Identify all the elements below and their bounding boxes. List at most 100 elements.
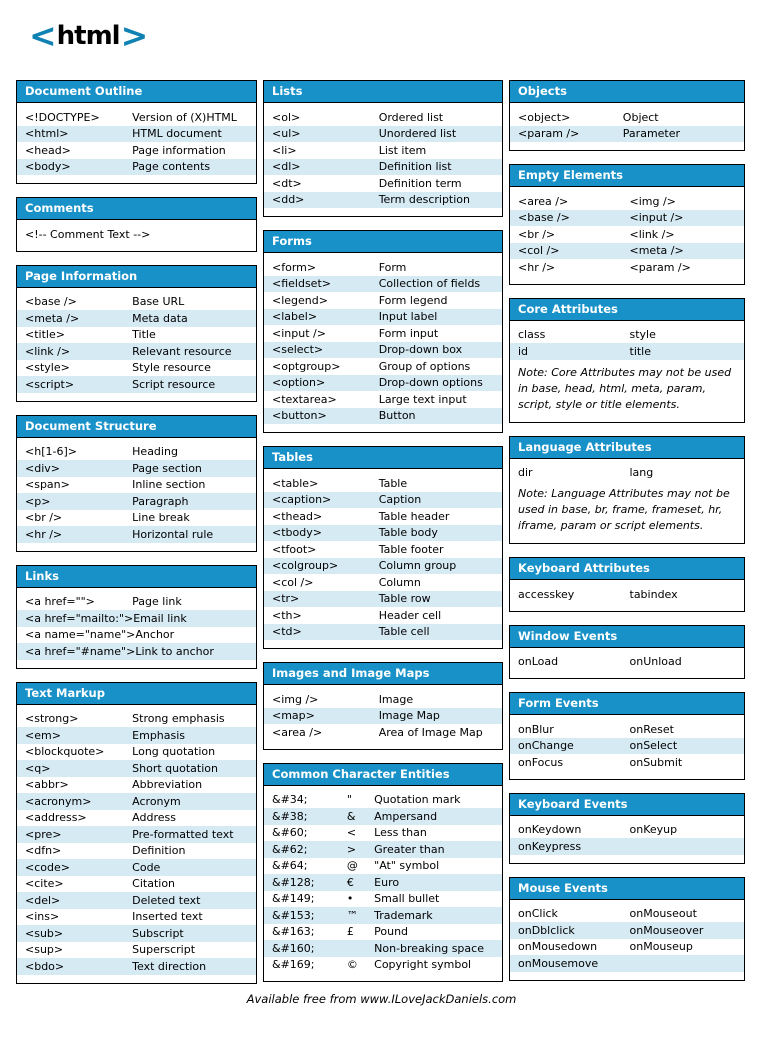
section-form-events: Form Events onBlur onReset onChange onSelect… (509, 692, 745, 780)
description-cell: Emphasis (132, 728, 186, 742)
section-body: class style id title Note: Core Attributes m… (510, 321, 744, 422)
entity-code-cell: &#153; (272, 908, 315, 922)
table-row: <div> Page section (17, 460, 256, 477)
tag-cell: <hr /> (25, 527, 63, 541)
right-cell: onMouseover (629, 923, 704, 937)
description-cell: Image (378, 692, 414, 706)
description-cell: Column group (378, 559, 457, 573)
tag-cell: <a href=""> (25, 595, 95, 609)
tag-cell: <acronym> (25, 794, 92, 808)
tag-cell: <del> (25, 893, 61, 907)
entity-symbol-cell: • (346, 892, 354, 906)
section-body: <!-- Comment Text --> (17, 220, 256, 251)
table-row: <a href="#name"> Link to anchor (17, 643, 256, 660)
table-row: &#153; ™ Trademark (264, 907, 502, 924)
section-body: <area /> <img /> <base /> <input /> <br /> <l… (510, 187, 744, 284)
table-row: onClick onMouseout (510, 906, 744, 923)
tag-cell: <param /> (518, 127, 580, 141)
table-row: <head> Page information (17, 142, 256, 159)
tag-cell: <option> (272, 376, 326, 390)
section-header: Common Character Entities (264, 763, 502, 786)
table-row: <script> Script resource (17, 376, 256, 393)
tag-cell: <a name="name"> (25, 628, 136, 642)
right-cell: style (629, 328, 656, 342)
section-body: <a href=""> Page link <a href="mailto:"> Em… (17, 588, 256, 668)
tag-cell: <p> (25, 494, 51, 508)
description-cell: Table (378, 476, 408, 490)
tag-cell: <head> (25, 143, 71, 157)
table-row: <caption> Caption (264, 491, 502, 508)
tag-cell: <bdo> (25, 959, 65, 973)
entity-code-cell: &#169; (272, 958, 315, 972)
left-cell: onChange (518, 739, 574, 753)
table-row: <blockquote> Long quotation (17, 744, 256, 761)
left-cell: <base /> (518, 211, 570, 225)
table-row: <address> Address (17, 810, 256, 827)
description-cell: Page contents (132, 160, 211, 174)
description-cell: Email link (133, 611, 187, 625)
entity-description-cell: Ampersand (374, 809, 438, 823)
table-row: <hr /> Horizontal rule (17, 526, 256, 543)
table-row: &#60; < Less than (264, 825, 502, 842)
tag-cell: <ol> (272, 110, 301, 124)
description-cell: Short quotation (132, 761, 218, 775)
table-row: &#34; " Quotation mark (264, 792, 502, 809)
left-cell: onBlur (518, 722, 554, 736)
right-cell: title (629, 344, 652, 358)
column-left: Document Outline <!DOCTYPE> Version of (X)… (16, 80, 257, 984)
entity-code-cell: &#34; (272, 793, 308, 807)
section-header: Keyboard Events (510, 793, 744, 816)
description-cell: Heading (132, 445, 178, 459)
section-objects: Objects <object> Object <param /> Parameter (509, 80, 745, 151)
section-header: Core Attributes (510, 298, 744, 321)
table-row: onFocus onSubmit (510, 754, 744, 771)
description-cell: Group of options (378, 359, 471, 373)
entity-symbol-cell: > (346, 842, 357, 856)
description-cell: Paragraph (132, 494, 189, 508)
table-row: <sup> Superscript (17, 942, 256, 959)
left-cell: id (518, 344, 529, 358)
left-cell: <col /> (518, 244, 560, 258)
table-row: onKeypress (510, 838, 744, 855)
description-cell: Meta data (132, 311, 188, 325)
description-cell: Relevant resource (132, 344, 232, 358)
section-body: <!DOCTYPE> Version of (X)HTML <html> HTML d… (17, 103, 256, 183)
entity-code-cell: &#160; (272, 941, 315, 955)
tag-cell: <tr> (272, 592, 300, 606)
entity-code-cell: &#62; (272, 842, 308, 856)
table-row: <dd> Term description (264, 191, 502, 208)
entity-description-cell: Greater than (374, 842, 445, 856)
table-row: <ins> Inserted text (17, 909, 256, 926)
table-row: <a href="mailto:"> Email link (17, 610, 256, 627)
description-cell: Base URL (132, 295, 185, 309)
table-row: <sub> Subscript (17, 925, 256, 942)
section-body: onLoad onUnload (510, 648, 744, 679)
description-cell: Page section (132, 461, 202, 475)
section-page-information: Page Information <base /> Base URL <meta />… (16, 264, 257, 402)
tag-cell: <h[1-6]> (25, 445, 77, 459)
table-row: <h[1-6]> Heading (17, 444, 256, 461)
section-header: Tables (264, 447, 502, 469)
section-document-structure: Document Structure <h[1-6]> Heading <div> Pa… (16, 414, 257, 552)
tag-cell: <input /> (272, 326, 326, 340)
section-body: <base /> Base URL <meta /> Meta data <title>… (17, 288, 256, 401)
entity-symbol-cell: € (346, 875, 354, 889)
table-row: onDblclick onMouseover (510, 922, 744, 939)
table-row: <style> Style resource (17, 360, 256, 377)
table-row: <th> Header cell (264, 607, 502, 624)
table-row: dir lang (510, 465, 744, 482)
description-cell: Code (132, 860, 161, 874)
table-row: &#128; € Euro (264, 874, 502, 891)
table-row: <img /> Image (264, 691, 502, 708)
description-cell: Line break (132, 511, 190, 525)
table-row: accesskey tabindex (510, 586, 744, 603)
description-cell: Subscript (132, 926, 184, 940)
description-cell: Drop-down options (378, 376, 483, 390)
left-cell: <br /> (518, 227, 556, 241)
entity-symbol-cell: £ (346, 925, 354, 939)
description-cell: Page link (132, 595, 182, 609)
section-window-events: Window Events onLoad onUnload (509, 624, 745, 679)
table-row: <dl> Definition list (264, 158, 502, 175)
left-cell: onDblclick (518, 923, 575, 937)
description-cell: Table cell (378, 625, 430, 639)
